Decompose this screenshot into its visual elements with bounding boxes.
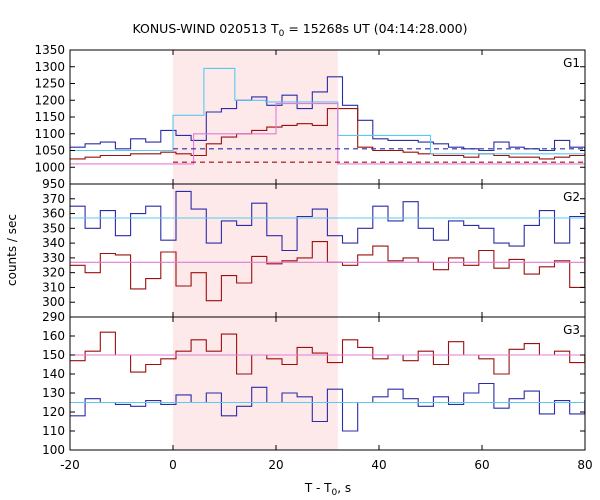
panel-g2-series-blue-counts	[70, 190, 586, 252]
panel-g1-y-tick-label: 1350	[34, 43, 65, 57]
panel-g1-y-tick-label: 1200	[34, 93, 65, 107]
panel-g1-label: G1	[563, 56, 580, 70]
panel-g3-y-tick-label: 130	[42, 386, 65, 400]
x-tick-label: 40	[371, 458, 386, 472]
panel-g2-y-tick-label: 310	[42, 280, 65, 294]
shaded-region-layer	[173, 50, 338, 450]
panel-g2-y-tick-label: 360	[42, 207, 65, 221]
panel-g1-y-tick-label: 1250	[34, 77, 65, 91]
x-tick-label: -20	[60, 458, 80, 472]
panel-g2-y-tick-label: 350	[42, 221, 65, 235]
panel-g3-y-tick-label: 150	[42, 348, 65, 362]
panel-g1-series-blue-counts	[70, 76, 586, 152]
panel-g2-y-tick-label: 330	[42, 251, 65, 265]
x-tick-label: 0	[169, 458, 177, 472]
panel-g1-y-tick-label: 1300	[34, 60, 65, 74]
x-axis-label-sub: 0	[332, 488, 338, 498]
panel-g2-y-tick-label: 290	[42, 310, 65, 324]
x-tick-label: 60	[474, 458, 489, 472]
panel-g2-label: G2	[563, 190, 580, 204]
panel-g3-y-tick-label: 110	[42, 424, 65, 438]
panel-g3-y-tick-label: 160	[42, 329, 65, 343]
panel-g1-series-cyan-level	[70, 67, 585, 155]
panel-g1-y-tick-label: 950	[42, 177, 65, 191]
chart-title: KONUS-WIND 020513 T0 = 15268s UT (04:14:…	[132, 21, 467, 39]
panel-g3-frame	[69, 316, 586, 451]
panel-g1-y-tick-label: 1000	[34, 160, 65, 174]
panel-g1-y-tick-label: 1100	[34, 127, 65, 141]
x-tick-label: 80	[577, 458, 592, 472]
x-axis-label: T - T0, s	[304, 481, 351, 498]
chart-title-sub: 0	[279, 29, 285, 39]
x-axis-label-main: T - T	[304, 481, 332, 495]
panel-g3-y-tick-label: 120	[42, 405, 65, 419]
chart-title-main: KONUS-WIND 020513 T	[132, 21, 278, 36]
axes-layer: 95010001050110011501200125013001350G1290…	[34, 43, 592, 472]
panel-g3-series-red-counts	[70, 331, 586, 375]
panel-g2-y-tick-label: 370	[42, 192, 65, 206]
x-tick-label: 20	[268, 458, 283, 472]
panel-g1-series-pink-level	[70, 103, 585, 165]
chart-title-rest: = 15268s UT (04:14:28.000)	[284, 21, 467, 36]
panel-g3-y-tick-label: 140	[42, 367, 65, 381]
panel-g2-y-tick-label: 320	[42, 266, 65, 280]
shaded-interval	[173, 50, 338, 450]
panel-g1-y-tick-label: 1150	[34, 110, 65, 124]
panel-g3-label: G3	[563, 323, 580, 337]
panel-g2-y-tick-label: 340	[42, 236, 65, 250]
y-axis-label: counts / sec	[5, 214, 19, 286]
panel-g1-series-red-counts	[70, 108, 586, 160]
x-axis-label-rest: , s	[337, 481, 351, 495]
panel-g1-y-tick-label: 1050	[34, 144, 65, 158]
panel-g2-y-tick-label: 300	[42, 295, 65, 309]
series-layer	[70, 67, 586, 432]
panel-g3-y-tick-label: 100	[42, 443, 65, 457]
